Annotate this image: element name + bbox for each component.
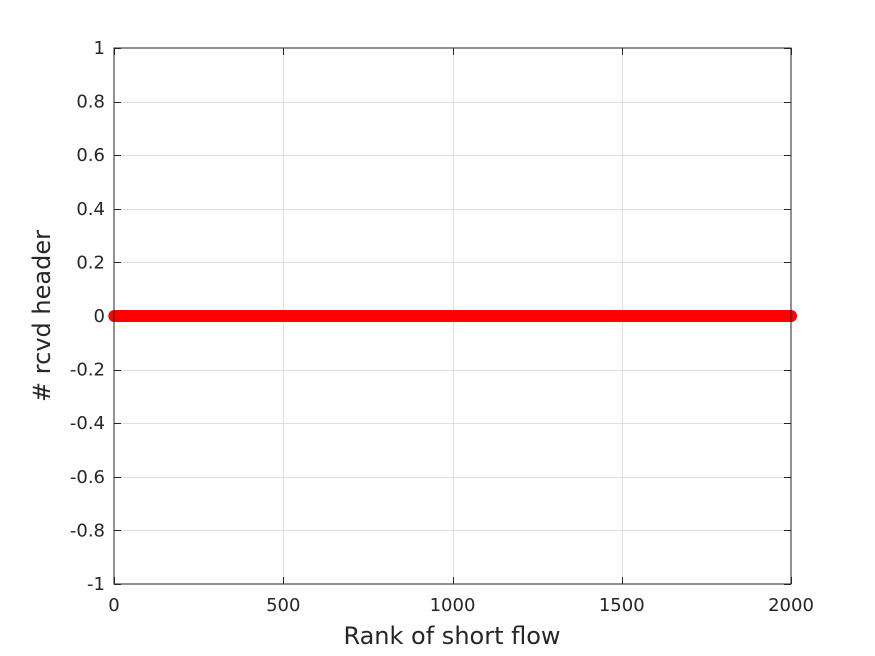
y-tick-label: -0.4	[70, 413, 105, 434]
x-tick-label: 500	[266, 595, 300, 616]
y-tick-label: -0.8	[70, 520, 105, 541]
y-tick-label: 0.6	[76, 145, 105, 166]
x-axis-label: Rank of short flow	[343, 622, 560, 650]
y-tick-label: 0.2	[76, 252, 105, 273]
plot-area-border	[113, 47, 792, 585]
y-tick-label: 0	[94, 306, 105, 327]
y-tick-label: 0.4	[76, 199, 105, 220]
x-tick-labels: 0 500 1000 1500 2000	[108, 595, 814, 616]
y-tick-label: -1	[87, 574, 105, 595]
x-tick-label: 1500	[599, 595, 645, 616]
y-tick-label: -0.2	[70, 360, 105, 381]
y-axis-label: # rcvd header	[28, 230, 56, 402]
y-tick-labels: -1 -0.8 -0.6 -0.4 -0.2 0 0.2 0.4 0.6 0.8 1	[70, 38, 105, 595]
y-tick-label: -0.6	[70, 467, 105, 488]
x-tick-label: 2000	[768, 595, 814, 616]
y-tick-label: 0.8	[76, 92, 105, 113]
y-tick-label: 1	[94, 38, 105, 59]
x-tick-label: 1000	[430, 595, 476, 616]
x-tick-label: 0	[108, 595, 119, 616]
data-series	[108, 310, 797, 322]
